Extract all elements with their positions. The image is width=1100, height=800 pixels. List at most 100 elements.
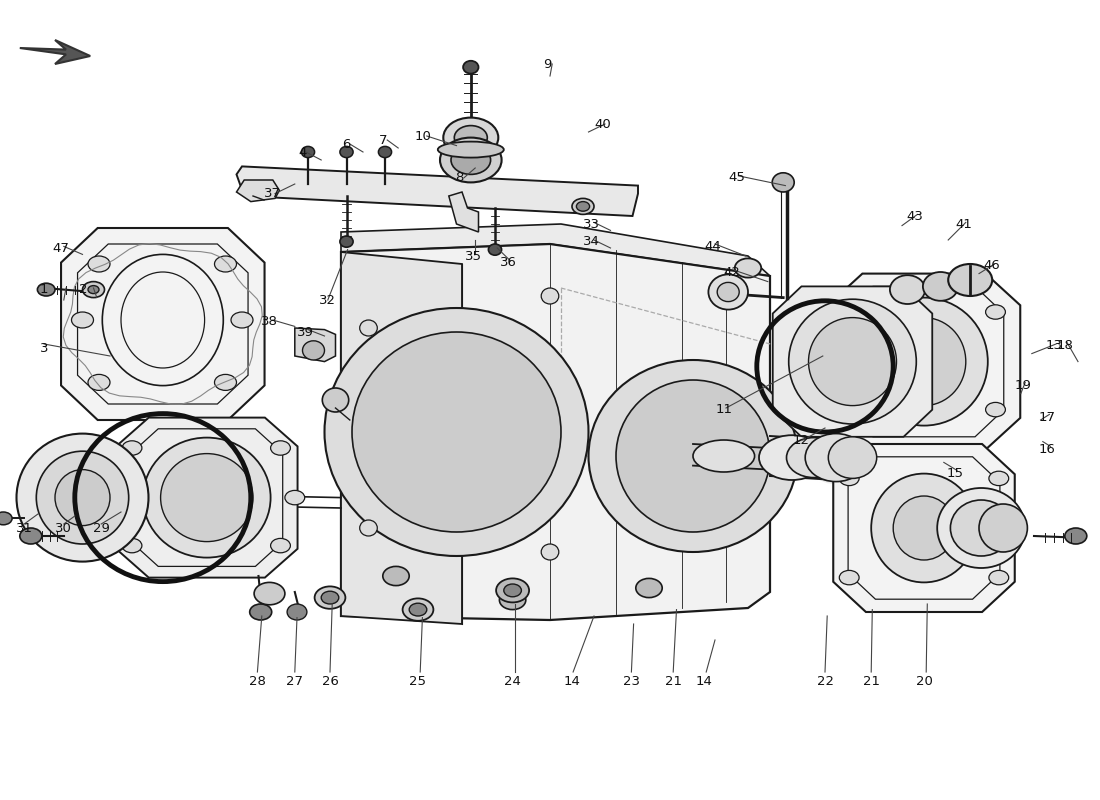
Ellipse shape (20, 528, 42, 544)
Ellipse shape (122, 441, 142, 455)
Polygon shape (827, 274, 1021, 450)
Ellipse shape (271, 538, 290, 553)
Text: 21: 21 (664, 675, 682, 688)
Ellipse shape (636, 578, 662, 598)
Text: europes: europes (491, 291, 873, 509)
Text: 33: 33 (583, 218, 601, 230)
Text: 23: 23 (623, 675, 640, 688)
Polygon shape (60, 228, 265, 420)
Ellipse shape (463, 61, 478, 74)
Ellipse shape (315, 586, 345, 609)
Ellipse shape (950, 500, 1012, 556)
Ellipse shape (488, 244, 502, 255)
Ellipse shape (360, 320, 377, 336)
Text: 29: 29 (92, 522, 110, 534)
Ellipse shape (541, 288, 559, 304)
Text: 18: 18 (1056, 339, 1074, 352)
Text: 2: 2 (79, 283, 88, 296)
Text: 37: 37 (264, 187, 282, 200)
Ellipse shape (72, 312, 94, 328)
Ellipse shape (499, 590, 526, 610)
Text: 45: 45 (728, 171, 746, 184)
Text: 8: 8 (455, 171, 464, 184)
Ellipse shape (403, 598, 433, 621)
Ellipse shape (0, 512, 12, 525)
Text: 14: 14 (695, 675, 713, 688)
Ellipse shape (383, 566, 409, 586)
Ellipse shape (161, 454, 253, 542)
Text: 42: 42 (723, 266, 740, 278)
Ellipse shape (541, 544, 559, 560)
Text: 25: 25 (409, 675, 427, 688)
Ellipse shape (440, 138, 502, 182)
Polygon shape (341, 224, 770, 276)
Polygon shape (236, 166, 638, 216)
Text: 12: 12 (792, 434, 810, 446)
Text: 6: 6 (342, 138, 351, 150)
Ellipse shape (322, 388, 349, 412)
Ellipse shape (88, 256, 110, 272)
Ellipse shape (986, 402, 1005, 417)
Ellipse shape (839, 570, 859, 585)
Ellipse shape (214, 256, 236, 272)
Ellipse shape (16, 434, 148, 562)
Ellipse shape (254, 582, 285, 605)
Ellipse shape (438, 142, 504, 158)
Text: 30: 30 (55, 522, 73, 534)
Polygon shape (449, 192, 478, 232)
Ellipse shape (805, 434, 867, 482)
Polygon shape (341, 244, 770, 620)
Text: 27: 27 (286, 675, 304, 688)
Ellipse shape (287, 604, 307, 620)
Ellipse shape (321, 591, 339, 604)
Ellipse shape (301, 146, 315, 158)
Ellipse shape (860, 298, 988, 426)
Ellipse shape (454, 126, 487, 150)
Ellipse shape (708, 274, 748, 310)
Ellipse shape (360, 520, 377, 536)
Text: 44: 44 (704, 240, 722, 253)
Polygon shape (20, 40, 90, 64)
Text: 28: 28 (249, 675, 266, 688)
Text: 35: 35 (464, 250, 482, 262)
Text: 22: 22 (816, 675, 834, 688)
Ellipse shape (36, 451, 129, 544)
Text: 39: 39 (297, 326, 315, 338)
Ellipse shape (717, 282, 739, 302)
Ellipse shape (828, 437, 877, 478)
Ellipse shape (451, 146, 491, 174)
Ellipse shape (989, 570, 1009, 585)
Ellipse shape (302, 341, 324, 360)
Ellipse shape (82, 282, 104, 298)
Text: 16: 16 (1038, 443, 1056, 456)
Text: 40: 40 (594, 118, 612, 130)
Ellipse shape (576, 202, 590, 211)
Ellipse shape (986, 305, 1005, 319)
Ellipse shape (122, 538, 142, 553)
Text: a passion for parts since 1985: a passion for parts since 1985 (497, 449, 757, 567)
Polygon shape (236, 180, 279, 202)
Text: 32: 32 (319, 294, 337, 306)
Ellipse shape (231, 312, 253, 328)
Ellipse shape (352, 332, 561, 532)
Ellipse shape (893, 496, 955, 560)
Text: 31: 31 (15, 522, 33, 534)
Ellipse shape (882, 318, 966, 406)
Ellipse shape (109, 490, 129, 505)
Ellipse shape (88, 286, 99, 294)
Ellipse shape (948, 264, 992, 296)
Ellipse shape (250, 604, 272, 620)
Text: 7: 7 (378, 134, 387, 146)
Ellipse shape (340, 146, 353, 158)
Text: 34: 34 (583, 235, 601, 248)
Text: 24: 24 (504, 675, 521, 688)
Text: 26: 26 (321, 675, 339, 688)
Text: 41: 41 (955, 218, 972, 230)
Text: 11: 11 (715, 403, 733, 416)
Ellipse shape (37, 283, 55, 296)
Text: 47: 47 (52, 242, 69, 254)
Ellipse shape (843, 305, 862, 319)
Text: 4: 4 (298, 146, 307, 158)
Ellipse shape (504, 584, 521, 597)
Ellipse shape (496, 578, 529, 602)
